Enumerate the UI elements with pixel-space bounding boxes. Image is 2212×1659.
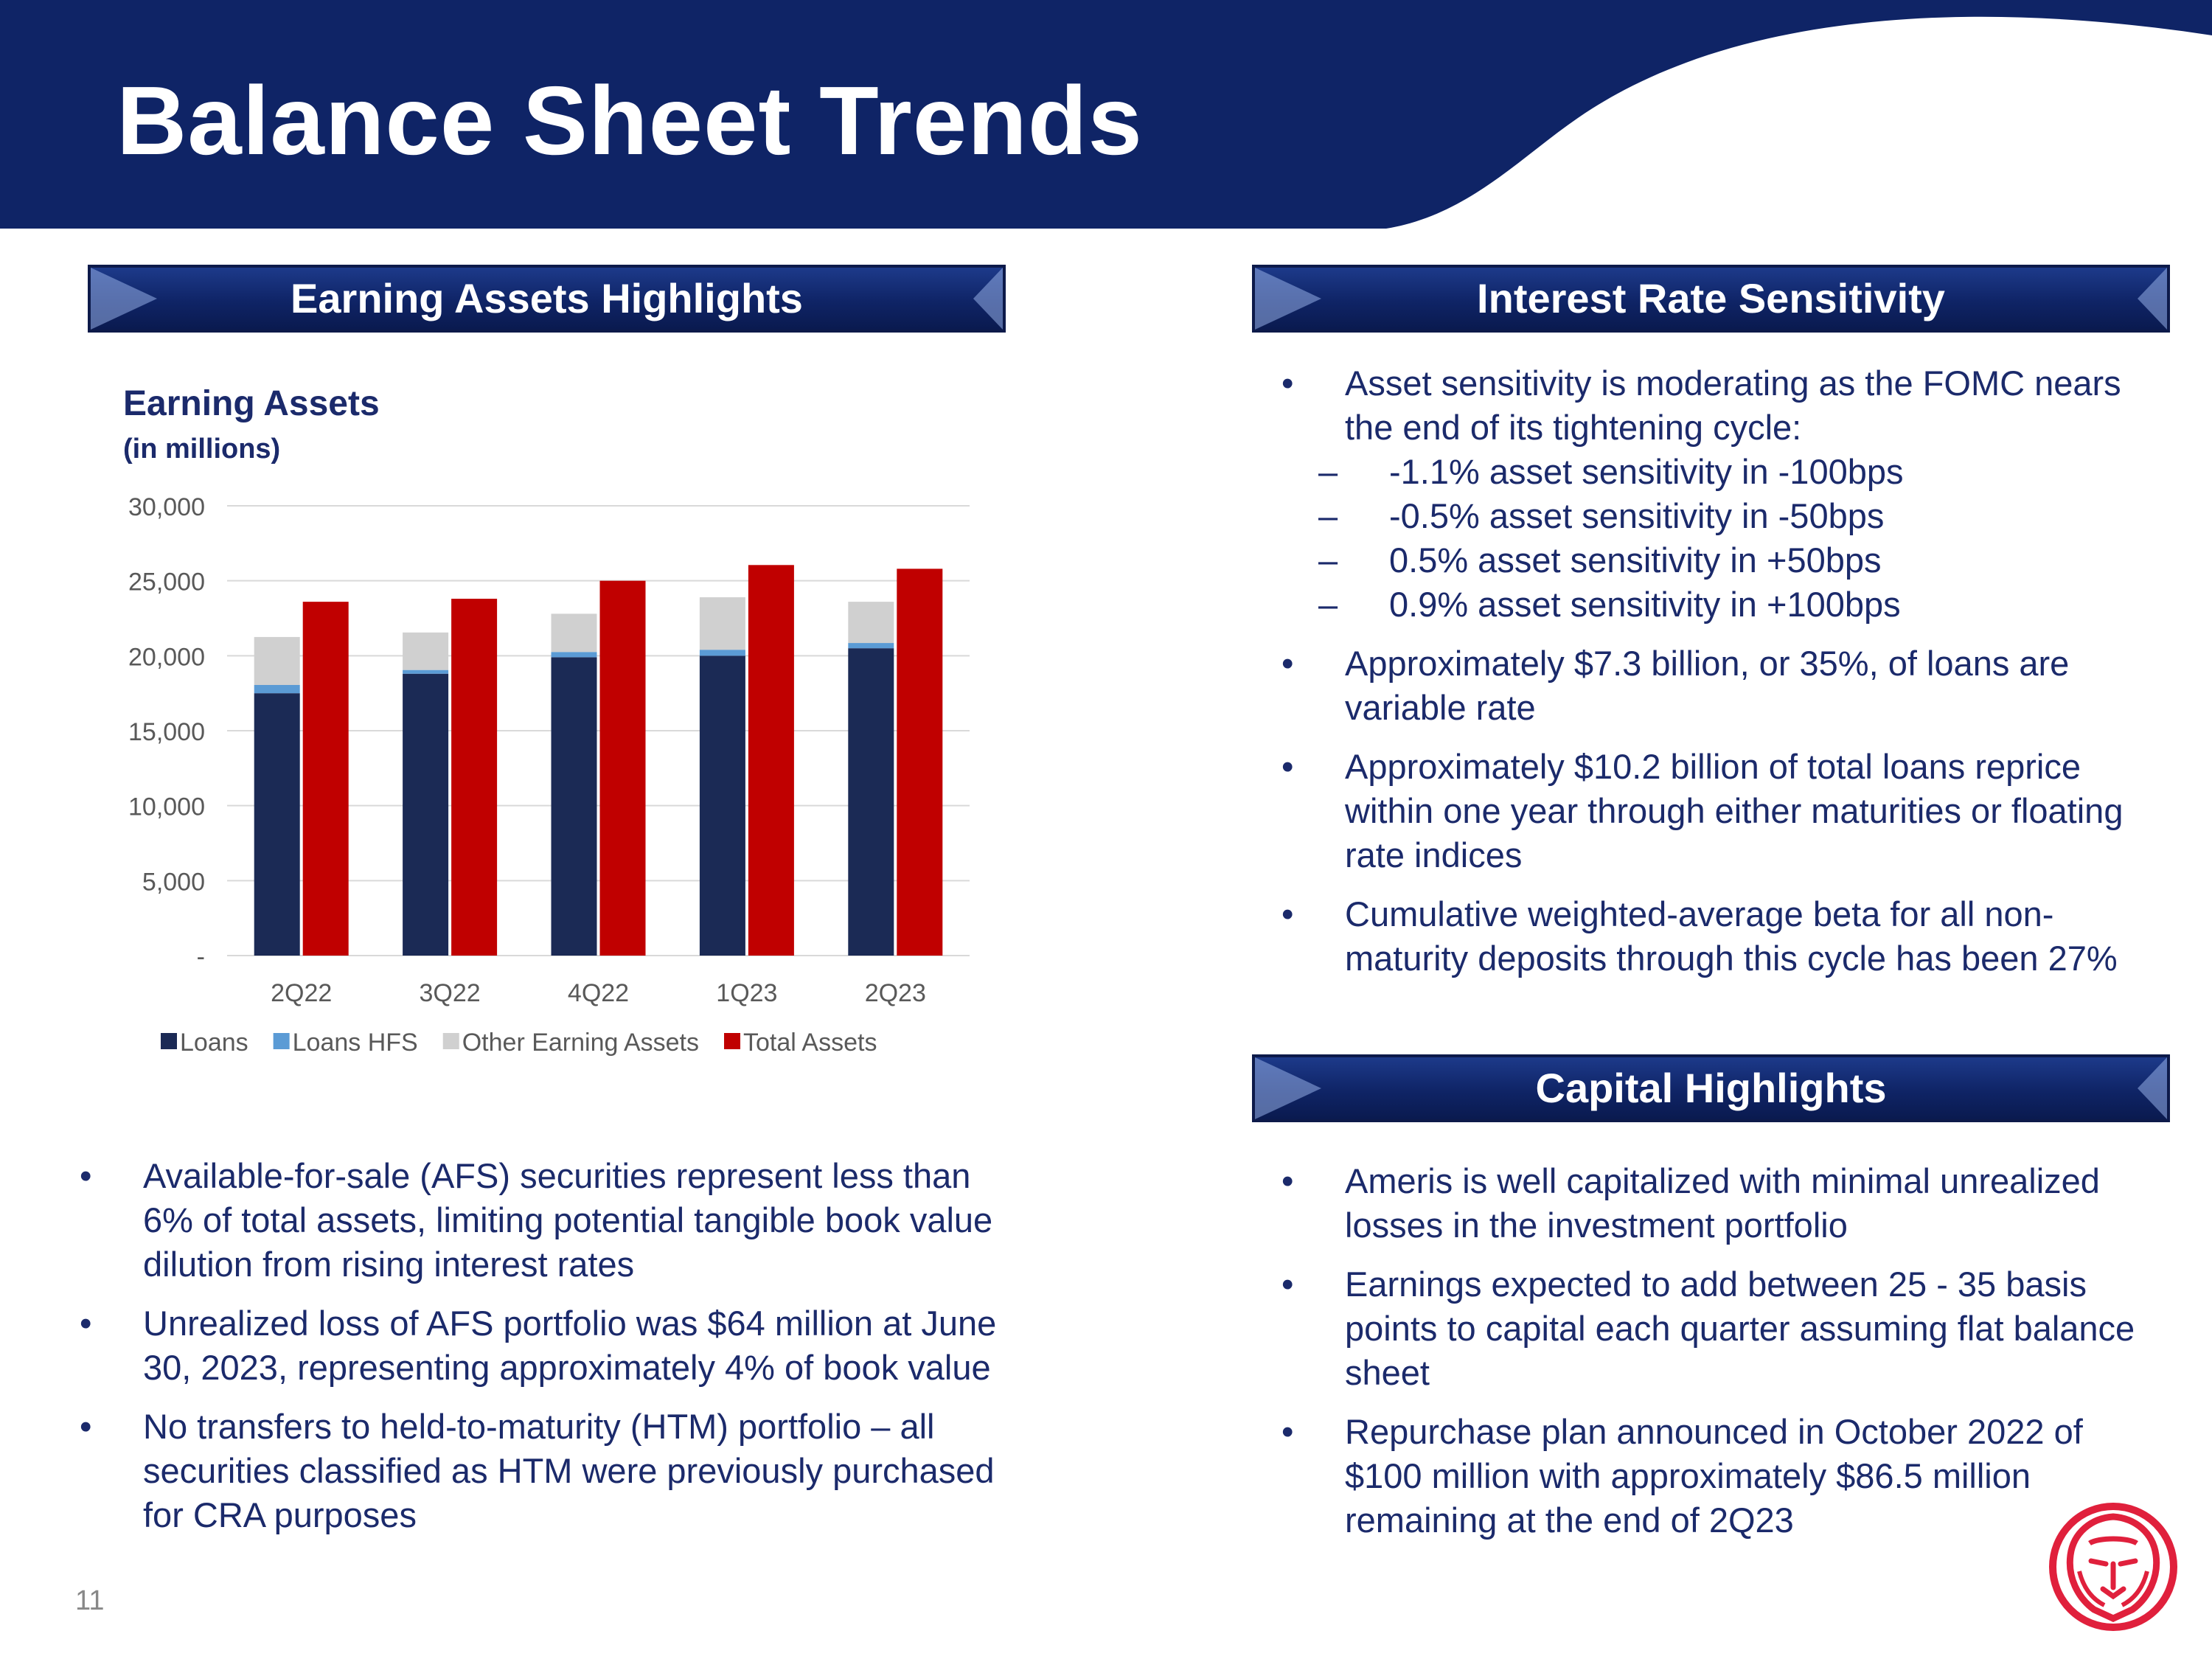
legend-label: Total Assets xyxy=(743,1029,877,1057)
sub-list-item: -1.1% asset sensitivity in -100bps xyxy=(1279,450,2163,494)
bar-other-earning-assets xyxy=(403,632,449,670)
banner-right-accent xyxy=(973,268,1003,330)
sub-list-item: -0.5% asset sensitivity in -50bps xyxy=(1279,494,2163,538)
legend-swatch xyxy=(724,1033,741,1049)
legend-swatch xyxy=(273,1033,290,1049)
bar-loans xyxy=(848,648,894,956)
page-title: Balance Sheet Trends xyxy=(116,66,1143,175)
lion-logo-icon xyxy=(2049,1503,2177,1631)
list-item: No transfers to held-to-maturity (HTM) p… xyxy=(77,1405,1006,1537)
y-tick-label: 15,000 xyxy=(128,718,205,746)
sub-list-item: 0.5% asset sensitivity in +50bps xyxy=(1279,538,2163,582)
x-tick-label: 1Q23 xyxy=(716,979,777,1007)
bar-total-assets xyxy=(897,568,943,956)
earning-assets-heading: Earning Assets Highlights xyxy=(291,275,803,321)
banner-left-accent xyxy=(1255,268,1321,330)
earning-assets-chart: - 5,000 10,000 15,000 20,000 25,000 30,000 2Q22… xyxy=(128,493,970,1057)
page-number: 11 xyxy=(75,1585,105,1616)
y-tick-label: 5,000 xyxy=(142,868,205,896)
bar-loans-hfs xyxy=(848,643,894,649)
banner-right-accent xyxy=(2138,1057,2167,1119)
y-tick-label: - xyxy=(197,943,205,971)
capital-banner: Capital Highlights xyxy=(1252,1054,2170,1122)
interest-rate-bullet-list: Asset sensitivity is moderating as the F… xyxy=(1279,361,2163,995)
list-item: Asset sensitivity is moderating as the F… xyxy=(1279,361,2163,450)
legend-label: Other Earning Assets xyxy=(462,1029,699,1057)
bar-other-earning-assets xyxy=(848,602,894,644)
x-tick-label: 2Q23 xyxy=(865,979,926,1007)
header-wave xyxy=(0,0,2212,229)
bar-loans xyxy=(254,693,300,956)
chart-title: Earning Assets xyxy=(123,384,380,423)
sub-list-item: 0.9% asset sensitivity in +100bps xyxy=(1279,582,2163,627)
header-band: Balance Sheet Trends xyxy=(0,0,2212,236)
bar-other-earning-assets xyxy=(551,613,597,653)
bar-loans-hfs xyxy=(403,669,449,674)
bar-loans xyxy=(699,655,745,956)
legend-swatch xyxy=(442,1033,459,1049)
banner-left-accent xyxy=(1255,1057,1321,1119)
legend-label: Loans HFS xyxy=(293,1029,418,1057)
bar-loans-hfs xyxy=(699,650,745,656)
chart-subtitle: (in millions) xyxy=(123,434,281,465)
y-tick-label: 25,000 xyxy=(128,568,205,597)
legend-label: Loans xyxy=(180,1029,248,1057)
list-item: Cumulative weighted-average beta for all… xyxy=(1279,892,2163,981)
list-item: Unrealized loss of AFS portfolio was $64… xyxy=(77,1301,1006,1390)
bar-total-assets xyxy=(302,602,349,956)
bar-loans-hfs xyxy=(551,652,597,658)
bar-total-assets xyxy=(748,565,794,956)
bar-other-earning-assets xyxy=(254,636,300,685)
y-tick-label: 10,000 xyxy=(128,793,205,821)
banner-right-accent xyxy=(2138,268,2167,330)
list-item: Available-for-sale (AFS) securities repr… xyxy=(77,1154,1006,1287)
y-tick-label: 30,000 xyxy=(128,493,205,521)
x-tick-label: 4Q22 xyxy=(568,979,629,1007)
interest-rate-banner: Interest Rate Sensitivity xyxy=(1252,265,2170,333)
bar-total-assets xyxy=(451,599,498,956)
list-item: Ameris is well capitalized with minimal … xyxy=(1279,1159,2163,1248)
bar-total-assets xyxy=(599,580,646,956)
bar-loans xyxy=(551,657,597,956)
banner-left-accent xyxy=(91,268,157,330)
x-tick-label: 2Q22 xyxy=(271,979,332,1007)
list-item: Repurchase plan announced in October 202… xyxy=(1279,1410,2163,1543)
x-tick-label: 3Q22 xyxy=(420,979,481,1007)
y-tick-label: 20,000 xyxy=(128,643,205,671)
bar-loans-hfs xyxy=(254,684,300,694)
bar-loans xyxy=(403,673,449,956)
interest-rate-heading: Interest Rate Sensitivity xyxy=(1477,275,1945,321)
list-item: Approximately $10.2 billion of total loa… xyxy=(1279,745,2163,877)
capital-bullet-list: Ameris is well capitalized with minimal … xyxy=(1279,1159,2163,1557)
list-item: Earnings expected to add between 25 - 35… xyxy=(1279,1262,2163,1395)
legend-swatch xyxy=(161,1033,177,1049)
afs-bullet-list: Available-for-sale (AFS) securities repr… xyxy=(77,1154,1006,1552)
list-item: Approximately $7.3 billion, or 35%, of l… xyxy=(1279,641,2163,730)
capital-heading: Capital Highlights xyxy=(1535,1065,1887,1111)
bar-other-earning-assets xyxy=(699,597,745,650)
earning-assets-banner: Earning Assets Highlights xyxy=(88,265,1006,333)
